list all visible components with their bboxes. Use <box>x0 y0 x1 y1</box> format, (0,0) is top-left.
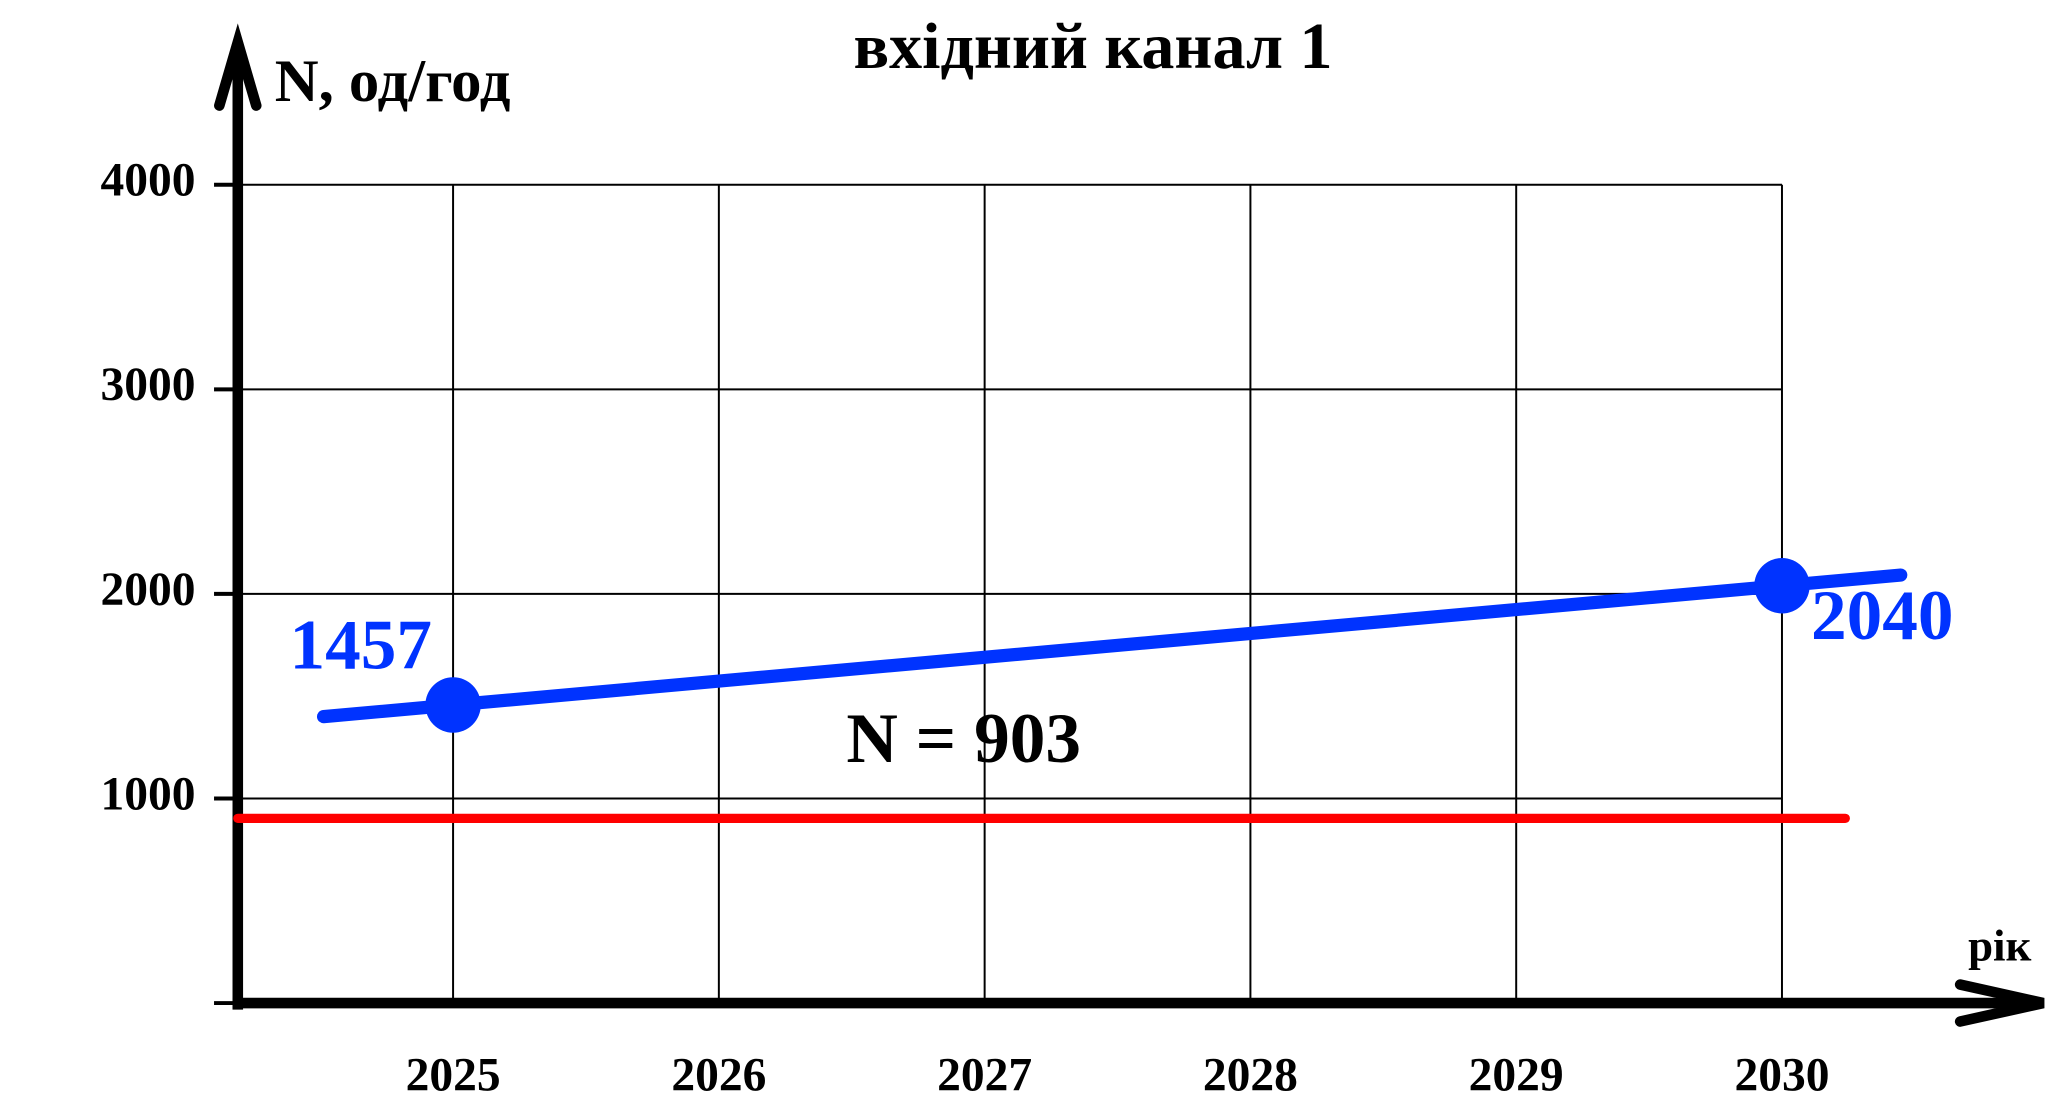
x-tick-label: 2027 <box>937 1050 1032 1102</box>
data-label: 1457 <box>289 606 432 685</box>
x-tick-label: 2028 <box>1203 1050 1298 1102</box>
series-line <box>452 579 1783 712</box>
x-axis-arrow <box>1954 979 2045 1027</box>
y-tick-label: 4000 <box>101 155 196 207</box>
y-tick-label: 2000 <box>101 564 196 616</box>
x-axis-label: рік <box>1968 921 2031 971</box>
x-tick-label: 2030 <box>1734 1050 1829 1102</box>
point <box>1754 558 1810 614</box>
x-tick-label: 2025 <box>406 1050 501 1102</box>
y-tick-label: 1000 <box>101 768 196 820</box>
x-tick-label: 2026 <box>671 1050 766 1102</box>
threshold-label: N = 903 <box>846 699 1081 778</box>
y-axis-arrow <box>214 23 262 111</box>
y-tick-label: 3000 <box>101 359 196 411</box>
point <box>425 677 481 733</box>
chart-title: вхідний канал 1 <box>854 10 1333 83</box>
x-tick-label: 2029 <box>1469 1050 1564 1102</box>
data-label: 2040 <box>1811 576 1954 655</box>
y-axis-label: N, од/год <box>275 48 511 115</box>
